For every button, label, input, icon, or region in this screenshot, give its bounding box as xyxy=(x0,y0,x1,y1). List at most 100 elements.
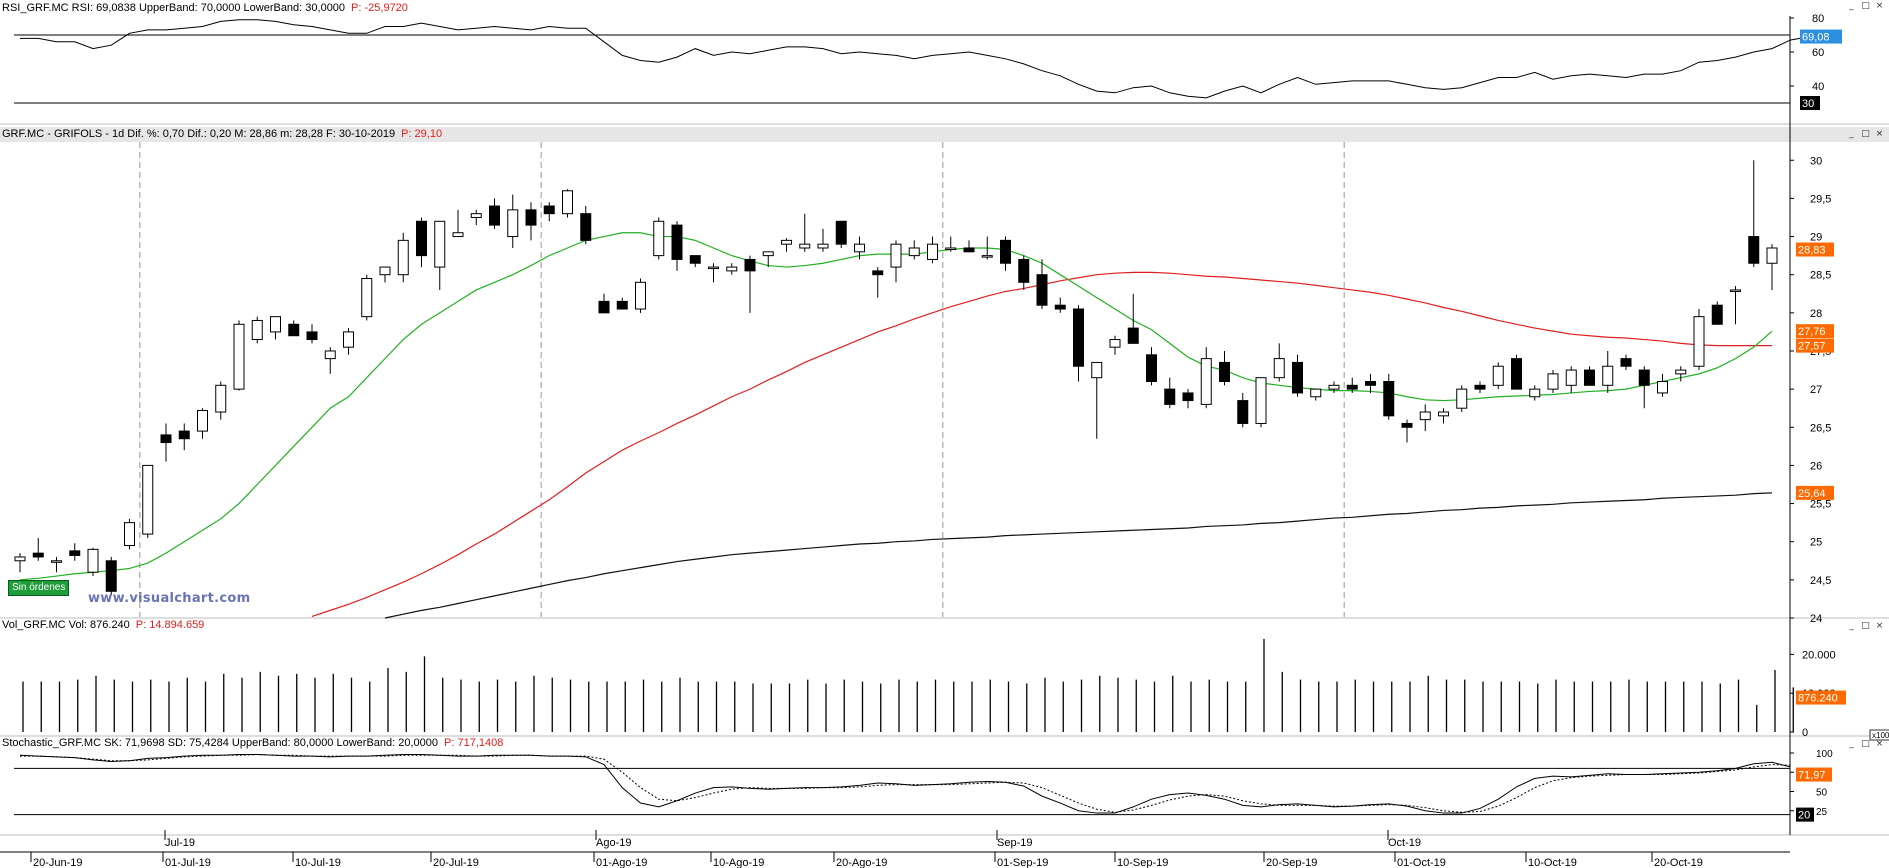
minimize-icon[interactable]: _ xyxy=(1849,621,1854,631)
candle-body xyxy=(1529,388,1541,398)
ma-mid-flag xyxy=(1796,338,1834,353)
candle-body xyxy=(1602,365,1614,386)
price-pane-buttons: _ □ × xyxy=(1846,129,1885,141)
rsi-band-label: 30 xyxy=(1802,98,1814,110)
restore-icon[interactable]: □ xyxy=(1861,129,1870,139)
close-icon[interactable]: × xyxy=(1875,129,1884,139)
candle-body xyxy=(1000,239,1011,264)
price-tick-label: 24,5 xyxy=(1810,575,1831,587)
price-tick-label: 29,5 xyxy=(1810,193,1831,205)
rsi-tick-label: 60 xyxy=(1812,47,1824,59)
ma-short-flag xyxy=(1796,324,1834,339)
price-tick-label: 30 xyxy=(1810,155,1822,167)
candle-body xyxy=(708,266,719,270)
rsi-pane-buttons: _ □ × xyxy=(1846,1,1885,13)
candle-body xyxy=(69,550,81,556)
candle-body xyxy=(1748,236,1760,264)
stoch-tick-label: 25 xyxy=(1816,807,1828,818)
price-tick-label: 28 xyxy=(1810,308,1822,320)
minimize-icon[interactable]: _ xyxy=(1849,739,1854,749)
candle-body xyxy=(1565,369,1577,386)
minimize-icon[interactable]: _ xyxy=(1849,129,1854,139)
candle-body xyxy=(653,220,665,257)
rsi-band-flag xyxy=(1800,96,1820,110)
candle-body xyxy=(1675,369,1687,375)
close-icon[interactable]: × xyxy=(1875,1,1884,11)
close-flag-label: 28,83 xyxy=(1798,245,1826,257)
date-label: 01-Ago-19 xyxy=(596,857,647,868)
price-header-extra: P: 29,10 xyxy=(401,128,443,140)
candle-body xyxy=(233,323,245,390)
month-label: Oct-19 xyxy=(1388,837,1421,849)
candle-body xyxy=(908,247,920,257)
candle-body xyxy=(343,331,354,348)
candle-body xyxy=(835,220,847,245)
rsi-tick-label: 80 xyxy=(1812,13,1824,25)
candle-body xyxy=(1036,274,1048,306)
candle-body xyxy=(416,220,427,257)
candle-body xyxy=(781,239,792,245)
candle-body xyxy=(726,266,738,272)
candle-body xyxy=(689,255,701,264)
candle-body xyxy=(817,243,829,249)
candle-body xyxy=(1419,411,1431,421)
month-label: Sep-19 xyxy=(997,837,1032,849)
candle-body xyxy=(981,255,993,258)
stoch-header-extra: P: 717,1408 xyxy=(444,737,504,749)
candle-body xyxy=(1401,422,1413,428)
candle-body xyxy=(927,243,938,260)
candle-body xyxy=(1584,369,1595,386)
rsi-header-extra: P: -25,9720 xyxy=(351,2,408,14)
candle-body xyxy=(1511,358,1522,390)
candle-body xyxy=(1620,358,1632,367)
stoch-band-flag xyxy=(1796,807,1814,822)
date-label: 10-Oct-19 xyxy=(1528,857,1577,868)
minimize-icon[interactable]: _ xyxy=(1849,1,1854,11)
candle-body xyxy=(1328,384,1340,390)
candle-body xyxy=(872,270,884,276)
volume-tick-label: 20.000 xyxy=(1802,649,1836,661)
candle-body xyxy=(1638,369,1650,386)
date-label: 01-Oct-19 xyxy=(1397,857,1446,868)
restore-icon[interactable]: □ xyxy=(1861,1,1870,11)
close-icon[interactable]: × xyxy=(1875,621,1884,631)
stoch-header: Stochastic_GRF.MC SK: 71,9698 SD: 75,428… xyxy=(2,737,503,750)
close-icon[interactable]: × xyxy=(1875,739,1884,749)
stoch-header-text: Stochastic_GRF.MC SK: 71,9698 SD: 75,428… xyxy=(2,737,439,749)
ma-long-line xyxy=(384,492,1773,619)
candle-body xyxy=(434,220,446,268)
ma-short-line xyxy=(19,232,1773,581)
date-label: 20-Jun-19 xyxy=(33,857,83,868)
price-tick-label: 26,5 xyxy=(1810,422,1831,434)
candle-body xyxy=(1711,304,1723,325)
candle-body xyxy=(890,243,902,268)
restore-icon[interactable]: □ xyxy=(1861,739,1870,749)
candle-body xyxy=(197,409,208,432)
candle-body xyxy=(1273,358,1285,379)
volume-scale-label: x100 xyxy=(1872,731,1889,740)
restore-icon[interactable]: □ xyxy=(1861,621,1870,631)
candle-body xyxy=(1383,381,1395,417)
date-label: 10-Jul-19 xyxy=(295,857,341,868)
stoch-k-line xyxy=(19,754,1791,814)
candle-body xyxy=(507,209,519,238)
volume-header-extra: P: 14.894.659 xyxy=(135,619,205,631)
candle-body xyxy=(470,213,482,218)
candle-body xyxy=(14,556,26,562)
candle-body xyxy=(1109,339,1121,348)
candle-body xyxy=(1730,289,1741,292)
date-label: 01-Jul-19 xyxy=(165,857,211,868)
candle-body xyxy=(306,331,318,341)
volume-header: Vol_GRF.MC Vol: 876.240 P: 14.894.659 xyxy=(2,619,204,632)
rsi-header-text: RSI_GRF.MC RSI: 69,0838 UpperBand: 70,00… xyxy=(2,2,346,14)
candle-body xyxy=(1346,384,1358,390)
candle-body xyxy=(1766,247,1778,264)
candle-body xyxy=(1657,381,1668,394)
candle-body xyxy=(945,247,957,250)
candle-body xyxy=(361,278,373,318)
price-tick-label: 25,5 xyxy=(1810,499,1831,511)
volume-tick-label: 0 xyxy=(1802,727,1808,739)
orders-button[interactable]: Sin órdenes xyxy=(8,580,70,596)
candle-body xyxy=(1018,258,1030,283)
